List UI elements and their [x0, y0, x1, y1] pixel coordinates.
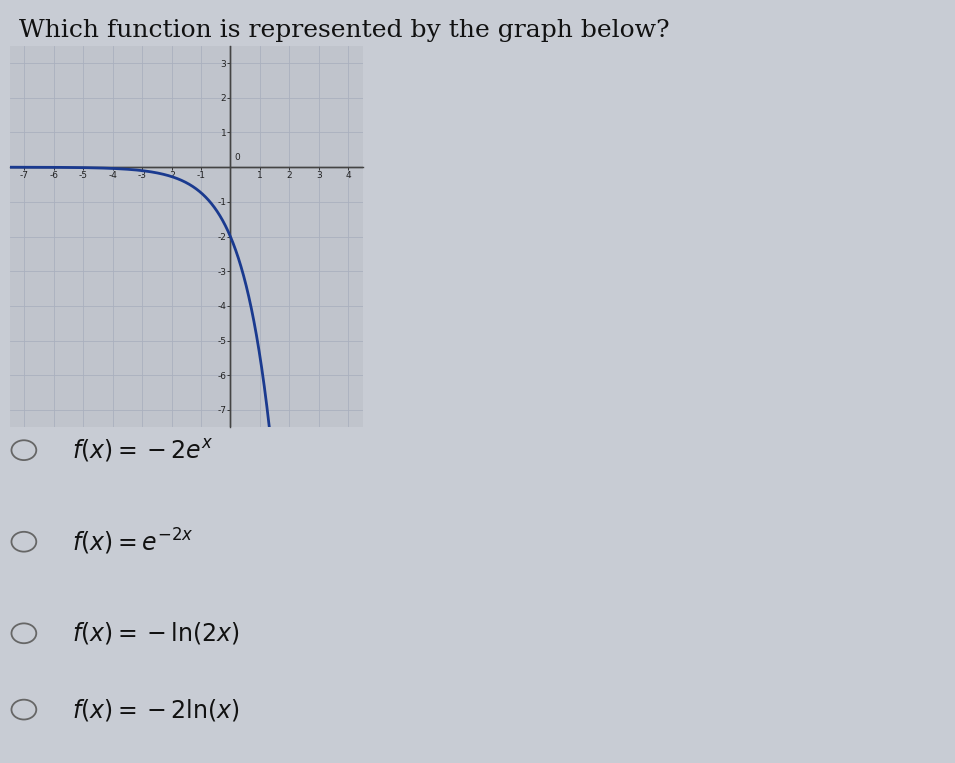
- Text: 0: 0: [235, 153, 241, 162]
- Text: $f(x) = -\ln(2x)$: $f(x) = -\ln(2x)$: [72, 620, 240, 646]
- Text: $f(x) = -2\ln(x)$: $f(x) = -2\ln(x)$: [72, 697, 240, 723]
- Text: $f(x) = -2e^{x}$: $f(x) = -2e^{x}$: [72, 436, 213, 464]
- Text: Which function is represented by the graph below?: Which function is represented by the gra…: [19, 19, 669, 42]
- Text: $f(x) = e^{-2x}$: $f(x) = e^{-2x}$: [72, 526, 193, 557]
